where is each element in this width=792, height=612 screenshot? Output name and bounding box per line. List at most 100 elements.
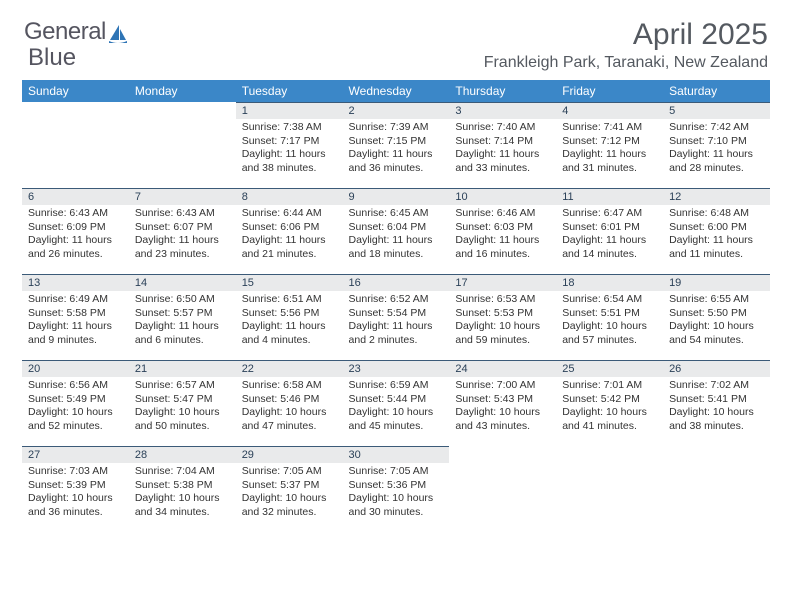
day-details: Sunrise: 7:39 AMSunset: 7:15 PMDaylight:… [343, 119, 450, 178]
day-number: 25 [556, 360, 663, 377]
sunrise-line: Sunrise: 7:03 AM [28, 465, 123, 479]
calendar-cell: 19Sunrise: 6:55 AMSunset: 5:50 PMDayligh… [663, 274, 770, 360]
sunset-line: Sunset: 5:43 PM [455, 393, 550, 407]
sunrise-line: Sunrise: 6:54 AM [562, 293, 657, 307]
calendar-cell: 16Sunrise: 6:52 AMSunset: 5:54 PMDayligh… [343, 274, 450, 360]
sunrise-line: Sunrise: 6:56 AM [28, 379, 123, 393]
sunset-line: Sunset: 7:12 PM [562, 135, 657, 149]
sunrise-line: Sunrise: 6:58 AM [242, 379, 337, 393]
calendar-cell [449, 446, 556, 532]
sunset-line: Sunset: 6:03 PM [455, 221, 550, 235]
daylight-line: Daylight: 11 hours and 4 minutes. [242, 320, 337, 347]
sunset-line: Sunset: 5:41 PM [669, 393, 764, 407]
day-number: 4 [556, 102, 663, 119]
sunrise-line: Sunrise: 7:00 AM [455, 379, 550, 393]
sunset-line: Sunset: 5:39 PM [28, 479, 123, 493]
sunset-line: Sunset: 5:53 PM [455, 307, 550, 321]
calendar-cell [129, 102, 236, 188]
daylight-line: Daylight: 10 hours and 34 minutes. [135, 492, 230, 519]
day-number: 11 [556, 188, 663, 205]
day-number: 3 [449, 102, 556, 119]
weekday-thursday: Thursday [449, 80, 556, 102]
calendar-cell: 30Sunrise: 7:05 AMSunset: 5:36 PMDayligh… [343, 446, 450, 532]
daylight-line: Daylight: 10 hours and 57 minutes. [562, 320, 657, 347]
calendar-cell: 3Sunrise: 7:40 AMSunset: 7:14 PMDaylight… [449, 102, 556, 188]
calendar-week: 27Sunrise: 7:03 AMSunset: 5:39 PMDayligh… [22, 446, 770, 532]
day-number: 1 [236, 102, 343, 119]
calendar-cell: 1 Sunrise: 7:38 AMSunset: 7:17 PMDaylight… [236, 102, 343, 188]
daylight-line: Daylight: 11 hours and 21 minutes. [242, 234, 337, 261]
calendar-cell: 18Sunrise: 6:54 AMSunset: 5:51 PMDayligh… [556, 274, 663, 360]
day-details: Sunrise: 6:56 AMSunset: 5:49 PMDaylight:… [22, 377, 129, 436]
sunrise-line: Sunrise: 6:50 AM [135, 293, 230, 307]
daylight-line: Daylight: 10 hours and 52 minutes. [28, 406, 123, 433]
sunset-line: Sunset: 5:56 PM [242, 307, 337, 321]
day-number: 14 [129, 274, 236, 291]
sail-icon [109, 22, 127, 42]
day-details: Sunrise: 6:43 AMSunset: 6:07 PMDaylight:… [129, 205, 236, 264]
day-number: 22 [236, 360, 343, 377]
day-details: Sunrise: 6:47 AMSunset: 6:01 PMDaylight:… [556, 205, 663, 264]
calendar-cell: 9Sunrise: 6:45 AMSunset: 6:04 PMDaylight… [343, 188, 450, 274]
sunset-line: Sunset: 6:04 PM [349, 221, 444, 235]
calendar-cell: 23Sunrise: 6:59 AMSunset: 5:44 PMDayligh… [343, 360, 450, 446]
day-number: 10 [449, 188, 556, 205]
day-details: Sunrise: 7:03 AMSunset: 5:39 PMDaylight:… [22, 463, 129, 522]
day-details: Sunrise: 6:43 AMSunset: 6:09 PMDaylight:… [22, 205, 129, 264]
day-details: Sunrise: 6:51 AMSunset: 5:56 PMDaylight:… [236, 291, 343, 350]
month-title: April 2025 [484, 18, 768, 52]
sunrise-line: Sunrise: 7:02 AM [669, 379, 764, 393]
day-details: Sunrise: 6:50 AMSunset: 5:57 PMDaylight:… [129, 291, 236, 350]
day-number: 12 [663, 188, 770, 205]
calendar-week: 1 Sunrise: 7:38 AMSunset: 7:17 PMDaylight… [22, 102, 770, 188]
daylight-line: Daylight: 11 hours and 38 minutes. [242, 148, 337, 175]
calendar-cell: 7Sunrise: 6:43 AMSunset: 6:07 PMDaylight… [129, 188, 236, 274]
sunset-line: Sunset: 6:06 PM [242, 221, 337, 235]
sunset-line: Sunset: 5:57 PM [135, 307, 230, 321]
calendar-cell [663, 446, 770, 532]
daylight-line: Daylight: 10 hours and 32 minutes. [242, 492, 337, 519]
sunrise-line: Sunrise: 6:43 AM [135, 207, 230, 221]
daylight-line: Daylight: 11 hours and 26 minutes. [28, 234, 123, 261]
sunrise-line: Sunrise: 6:57 AM [135, 379, 230, 393]
calendar-cell: 29Sunrise: 7:05 AMSunset: 5:37 PMDayligh… [236, 446, 343, 532]
day-details: Sunrise: 7:05 AMSunset: 5:37 PMDaylight:… [236, 463, 343, 522]
calendar-head: SundayMondayTuesdayWednesdayThursdayFrid… [22, 80, 770, 102]
day-number: 30 [343, 446, 450, 463]
calendar-cell: 4Sunrise: 7:41 AMSunset: 7:12 PMDaylight… [556, 102, 663, 188]
calendar-cell: 22Sunrise: 6:58 AMSunset: 5:46 PMDayligh… [236, 360, 343, 446]
sunset-line: Sunset: 5:58 PM [28, 307, 123, 321]
sunset-line: Sunset: 5:49 PM [28, 393, 123, 407]
calendar-cell: 11Sunrise: 6:47 AMSunset: 6:01 PMDayligh… [556, 188, 663, 274]
sunset-line: Sunset: 5:51 PM [562, 307, 657, 321]
sunset-line: Sunset: 7:17 PM [242, 135, 337, 149]
daylight-line: Daylight: 10 hours and 30 minutes. [349, 492, 444, 519]
day-number: 21 [129, 360, 236, 377]
location-line: Frankleigh Park, Taranaki, New Zealand [484, 54, 768, 72]
calendar-body: 1Sunrise: 7:38 AMSunset: 7:17 PMDaylight… [22, 102, 770, 532]
weekday-saturday: Saturday [663, 80, 770, 102]
calendar-table: SundayMondayTuesdayWednesdayThursdayFrid… [22, 80, 770, 532]
daylight-line: Daylight: 10 hours and 38 minutes. [669, 406, 764, 433]
day-number: 24 [449, 360, 556, 377]
calendar-week: 13Sunrise: 6:49 AMSunset: 5:58 PMDayligh… [22, 274, 770, 360]
day-details: Sunrise: 6:58 AMSunset: 5:46 PMDaylight:… [236, 377, 343, 436]
calendar-cell: 25Sunrise: 7:01 AMSunset: 5:42 PMDayligh… [556, 360, 663, 446]
day-number: 7 [129, 188, 236, 205]
day-details: Sunrise: 6:59 AMSunset: 5:44 PMDaylight:… [343, 377, 450, 436]
calendar-cell: 15Sunrise: 6:51 AMSunset: 5:56 PMDayligh… [236, 274, 343, 360]
sunset-line: Sunset: 6:01 PM [562, 221, 657, 235]
sunrise-line: Sunrise: 7:38 AM [242, 121, 337, 135]
sunrise-line: Sunrise: 6:47 AM [562, 207, 657, 221]
header: General April 2025 Frankleigh Park, Tara… [0, 0, 792, 76]
day-number: 2 [343, 102, 450, 119]
weekday-wednesday: Wednesday [343, 80, 450, 102]
day-details: Sunrise: 7:02 AMSunset: 5:41 PMDaylight:… [663, 377, 770, 436]
sunrise-line: Sunrise: 6:55 AM [669, 293, 764, 307]
day-details: Sunrise: 6:49 AMSunset: 5:58 PMDaylight:… [22, 291, 129, 350]
day-details: Sunrise: 6:48 AMSunset: 6:00 PMDaylight:… [663, 205, 770, 264]
sunrise-line: Sunrise: 6:43 AM [28, 207, 123, 221]
sunrise-line: Sunrise: 7:41 AM [562, 121, 657, 135]
calendar-cell [556, 446, 663, 532]
weekday-friday: Friday [556, 80, 663, 102]
